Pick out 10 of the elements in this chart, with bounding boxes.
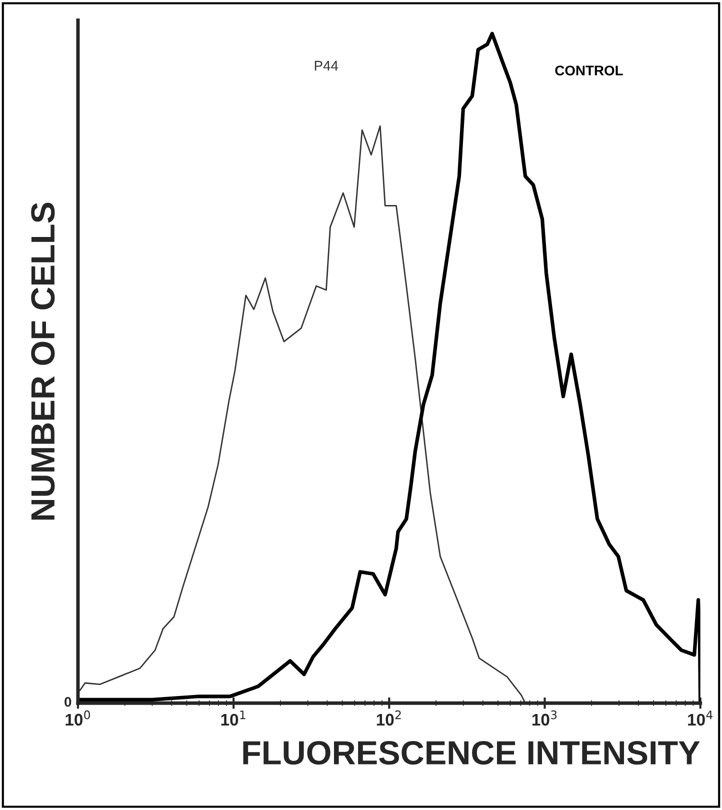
x-tick-label: 10$^{4}$: [688, 710, 712, 726]
text: CONTROL: [555, 66, 623, 76]
x-tick-label: 10$^{2}$: [376, 710, 401, 726]
x-tick-label: 10$^{0}$: [66, 710, 90, 726]
x-tick-label: 10$^{3}$: [532, 710, 557, 726]
x-axis-title: FLUORESCENCE INTENSITY: [243, 741, 700, 765]
text: P44: [314, 60, 338, 70]
y-axis-title: NUMBER OF CELLS: [31, 202, 55, 520]
text: 0: [64, 696, 72, 707]
x-tick-label: 10$^{1}$: [221, 710, 246, 726]
